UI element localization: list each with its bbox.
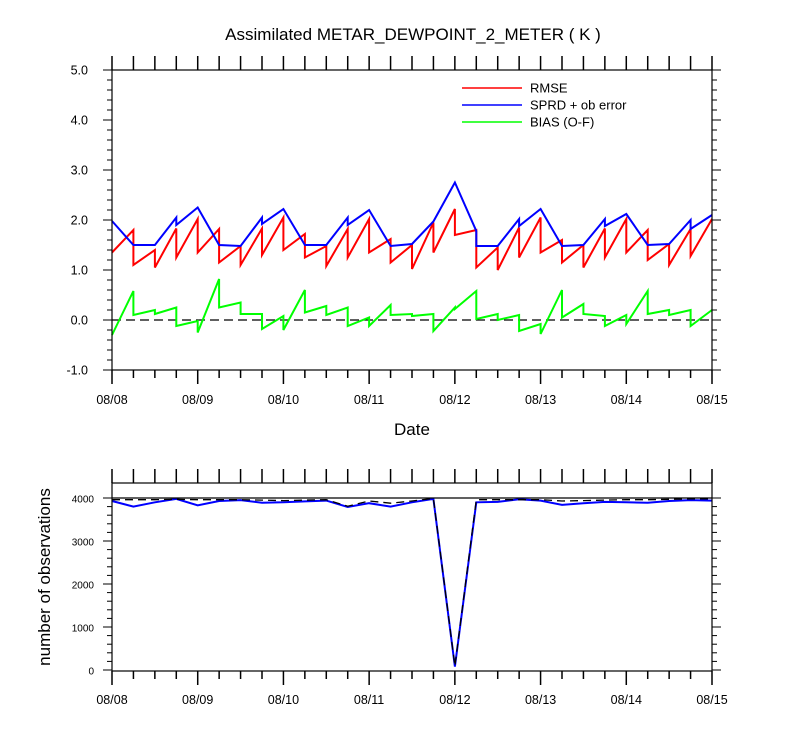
series-line-sprd-ob-error (111, 180, 713, 248)
x-tick-label: 08/09 (182, 693, 213, 707)
x-tick-label: 08/12 (439, 393, 470, 407)
legend-label-rmse: RMSE (530, 81, 568, 96)
x-tick-label: 08/10 (268, 693, 299, 707)
chart-title: Assimilated METAR_DEWPOINT_2_METER ( K ) (225, 25, 601, 44)
y-tick-label: 4000 (72, 495, 95, 506)
x-tick-label: 08/09 (182, 393, 213, 407)
x-tick-label: 08/13 (525, 693, 556, 707)
bottom-x-tick-labels: 08/08 08/09 08/10 08/11 08/12 08/13 08/1… (96, 693, 727, 707)
x-tick-label: 08/15 (696, 693, 727, 707)
top-axis-ticks (103, 56, 721, 384)
y-tick-label: 2.0 (71, 214, 88, 228)
top-x-tick-labels: 08/08 08/09 08/10 08/11 08/12 08/13 08/1… (96, 393, 727, 407)
legend-label-bias: BIAS (O-F) (530, 115, 594, 130)
y-axis-title: number of observations (35, 488, 54, 666)
top-panel: Assimilated METAR_DEWPOINT_2_METER ( K )… (66, 25, 727, 439)
bottom-panel: 0 1000 2000 3000 4000 08/08 08/09 08/10 … (35, 469, 728, 707)
top-y-tick-labels: -1.0 0.0 1.0 2.0 3.0 4.0 5.0 (66, 64, 88, 378)
bottom-plot-frame (111, 482, 713, 672)
x-tick-label: 08/15 (696, 393, 727, 407)
y-tick-label: 4.0 (71, 114, 88, 128)
y-tick-label: -1.0 (66, 364, 88, 378)
x-tick-label: 08/13 (525, 393, 556, 407)
x-tick-label: 08/14 (611, 693, 642, 707)
series-line-bias-o-f (111, 278, 713, 336)
y-tick-label: 3000 (72, 538, 95, 549)
series-line-observations-used (111, 497, 713, 667)
x-tick-label: 08/08 (96, 693, 127, 707)
y-tick-label: 0.0 (71, 314, 88, 328)
x-axis-title: Date (394, 420, 430, 439)
y-tick-label: 1000 (72, 624, 95, 635)
x-tick-label: 08/12 (439, 693, 470, 707)
legend-label-sprd: SPRD + ob error (530, 98, 627, 113)
x-tick-label: 08/10 (268, 393, 299, 407)
x-tick-label: 08/08 (96, 393, 127, 407)
top-plot-frame (111, 69, 713, 371)
x-tick-label: 08/11 (354, 393, 384, 407)
top-series-group (111, 180, 713, 336)
series-line-rmse (111, 208, 713, 271)
x-tick-label: 08/11 (354, 693, 384, 707)
bottom-axis-ticks (103, 469, 721, 685)
y-tick-label: 0 (88, 667, 94, 678)
bottom-y-tick-labels: 0 1000 2000 3000 4000 (72, 495, 95, 678)
y-tick-label: 2000 (72, 581, 95, 592)
legend: RMSE SPRD + ob error BIAS (O-F) (462, 81, 627, 130)
y-tick-label: 1.0 (71, 264, 88, 278)
y-tick-label: 5.0 (71, 64, 88, 78)
y-tick-label: 3.0 (71, 164, 88, 178)
bottom-series-group (111, 497, 713, 667)
series-line-observations-possible (112, 497, 712, 667)
x-tick-label: 08/14 (611, 393, 642, 407)
